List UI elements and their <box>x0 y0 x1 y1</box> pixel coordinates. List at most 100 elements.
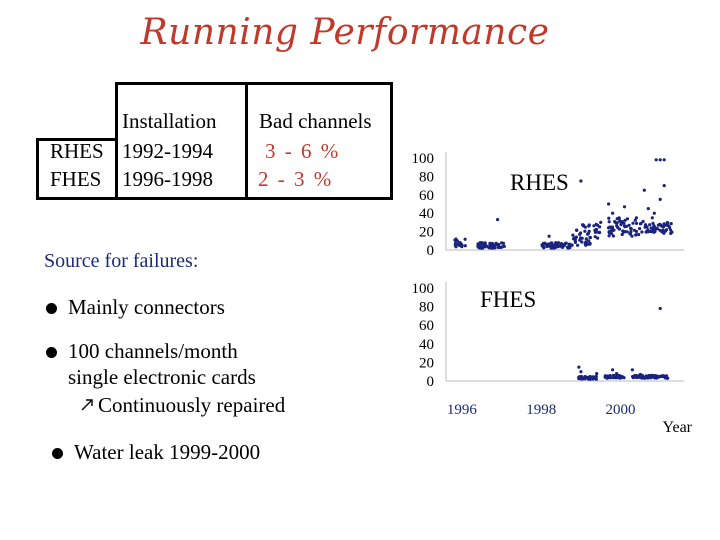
x-axis-label: Year <box>663 419 693 436</box>
table-divider <box>115 82 118 200</box>
bullet-text-line2: single electronic cards <box>68 365 256 389</box>
data-point <box>662 158 666 162</box>
data-point <box>615 372 619 376</box>
failures-label: Source for failures: <box>44 250 199 272</box>
data-point <box>454 245 458 249</box>
data-point <box>652 211 656 215</box>
data-point <box>594 222 598 226</box>
data-point <box>476 242 480 246</box>
data-point <box>543 242 547 246</box>
y-tick-label: 20 <box>419 225 434 241</box>
y-tick-label: 60 <box>419 318 434 334</box>
data-point <box>575 228 579 232</box>
data-point <box>648 223 652 227</box>
data-point <box>625 230 629 234</box>
data-point <box>628 232 633 236</box>
data-point <box>611 234 616 238</box>
row-bad-channels: 2 - 3 % <box>258 167 334 191</box>
data-point <box>593 235 597 239</box>
data-point <box>501 241 506 245</box>
data-point <box>571 233 575 237</box>
chart-title: RHES <box>510 170 569 195</box>
data-point <box>546 243 551 247</box>
chart-title: FHES <box>480 287 536 312</box>
data-point <box>649 230 653 234</box>
data-point <box>650 216 654 220</box>
data-point <box>638 372 643 377</box>
data-point <box>651 221 655 225</box>
data-point <box>458 242 462 247</box>
y-tick-label: 80 <box>419 169 434 185</box>
data-point <box>480 241 484 245</box>
data-point <box>630 368 635 372</box>
table-rule <box>36 197 393 200</box>
data-point <box>556 245 560 249</box>
data-point <box>463 237 467 241</box>
data-point <box>579 179 583 183</box>
data-point <box>607 234 611 238</box>
data-point <box>592 224 596 228</box>
data-point <box>489 244 493 248</box>
data-point <box>625 217 630 221</box>
data-point <box>498 245 502 249</box>
data-point <box>605 376 609 380</box>
data-point <box>549 241 553 245</box>
data-point <box>649 226 653 230</box>
data-point <box>629 227 633 231</box>
bullet-icon <box>46 347 57 358</box>
y-tick-label: 0 <box>427 374 435 390</box>
y-tick-label: 40 <box>419 337 434 353</box>
data-point <box>578 238 582 242</box>
data-point <box>594 377 598 381</box>
data-point <box>658 374 662 378</box>
data-point <box>453 242 457 246</box>
data-point <box>584 243 588 247</box>
data-point <box>568 243 572 247</box>
data-point <box>595 372 599 376</box>
data-point <box>650 373 654 377</box>
data-point <box>641 219 645 224</box>
data-point <box>665 223 670 227</box>
data-point <box>454 239 458 243</box>
header-bad-channels: Bad channels <box>259 109 372 133</box>
data-point <box>550 245 554 249</box>
y-tick-label: 60 <box>419 188 434 204</box>
data-point <box>627 223 631 227</box>
table-divider <box>245 82 248 200</box>
data-point <box>583 225 588 229</box>
data-point <box>593 230 598 234</box>
data-point <box>622 376 626 380</box>
data-point <box>579 370 583 374</box>
row-installation: 1992-1994 <box>122 139 213 163</box>
data-point <box>566 246 570 250</box>
row-bad-channels: 3 - 6 % <box>265 139 341 163</box>
data-point <box>587 229 591 233</box>
data-point <box>634 216 639 220</box>
data-point <box>580 236 584 240</box>
data-point <box>620 220 624 224</box>
data-point <box>654 158 658 162</box>
data-point <box>491 242 495 246</box>
data-point <box>573 240 578 244</box>
table-rule <box>115 82 393 85</box>
data-point <box>586 375 591 379</box>
data-point <box>637 232 641 237</box>
slide-title: Running Performance <box>140 12 550 53</box>
data-point <box>577 365 581 369</box>
row-name: RHES <box>50 139 104 163</box>
data-point <box>599 220 603 224</box>
y-tick-label: 20 <box>419 355 434 371</box>
data-point <box>631 375 635 379</box>
data-point <box>634 233 638 237</box>
data-point <box>638 227 642 231</box>
data-point <box>554 241 558 245</box>
data-point <box>616 225 620 230</box>
data-point <box>556 241 561 245</box>
data-point <box>611 368 615 372</box>
bullet-icon <box>52 448 63 459</box>
bullet-icon <box>46 303 57 314</box>
data-point <box>618 376 623 380</box>
data-point <box>579 377 583 381</box>
data-point <box>547 234 551 238</box>
